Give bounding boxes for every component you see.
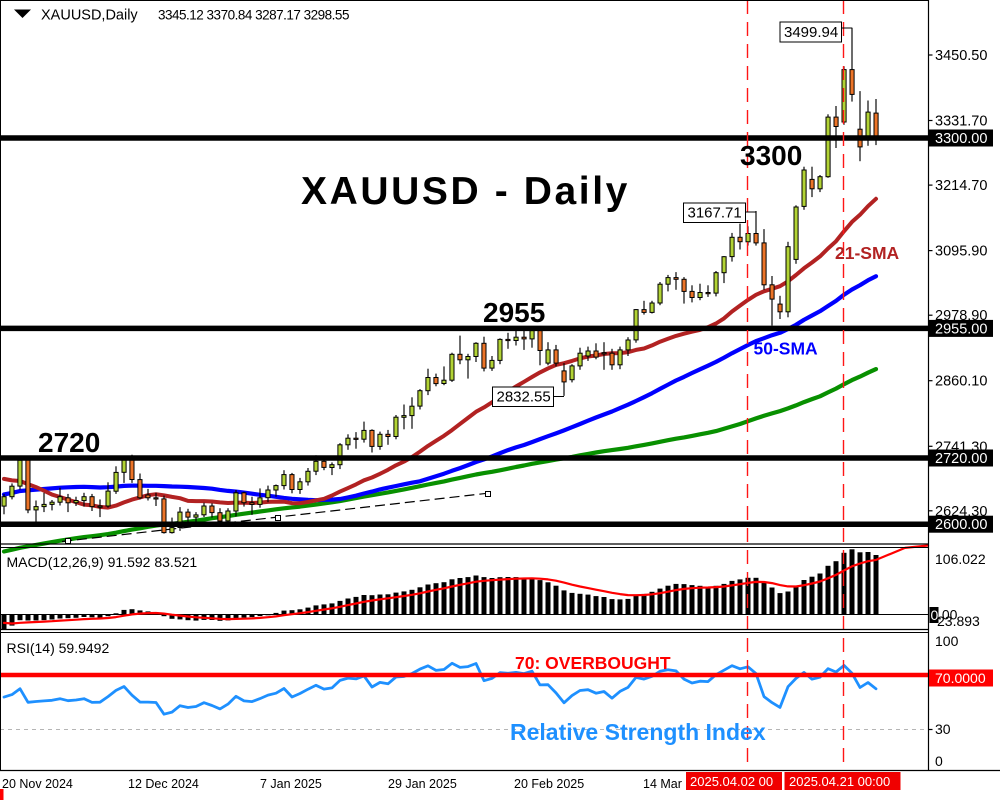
svg-text:50-SMA: 50-SMA	[754, 339, 819, 359]
svg-text:2720: 2720	[38, 427, 100, 458]
svg-text:20 Feb 2025: 20 Feb 2025	[514, 777, 584, 791]
svg-text:3167.71: 3167.71	[688, 205, 742, 222]
svg-text:2600.00: 2600.00	[935, 517, 987, 533]
svg-text:MACD(12,26,9) 91.592 83.521: MACD(12,26,9) 91.592 83.521	[7, 554, 198, 570]
svg-text:3450.50: 3450.50	[935, 48, 987, 64]
svg-text:21-SMA: 21-SMA	[835, 243, 900, 263]
svg-text:2955.00: 2955.00	[935, 321, 987, 337]
svg-text:XAUUSD,Daily: XAUUSD,Daily	[41, 8, 138, 24]
svg-text:3300.00: 3300.00	[935, 131, 987, 147]
svg-text:106.022: 106.022	[935, 551, 986, 567]
svg-text:20 Nov 2024: 20 Nov 2024	[2, 777, 73, 791]
svg-text:2025.04.02 00: 2025.04.02 00	[690, 774, 773, 789]
svg-text:2832.55: 2832.55	[497, 389, 551, 406]
svg-text:70: OVERBOUGHT: 70: OVERBOUGHT	[515, 653, 671, 673]
svg-text:2025.04.21 00:00: 2025.04.21 00:00	[789, 774, 890, 789]
svg-text:2860.10: 2860.10	[935, 374, 987, 390]
svg-text:0: 0	[935, 753, 943, 769]
svg-text:100: 100	[935, 633, 959, 649]
svg-text:0: 0	[931, 607, 939, 623]
svg-text:30: 30	[935, 721, 951, 737]
svg-text:29 Jan 2025: 29 Jan 2025	[388, 777, 457, 791]
svg-text:23.893: 23.893	[937, 613, 980, 629]
svg-text:.00: .00	[938, 607, 958, 623]
svg-text:70.0000: 70.0000	[935, 670, 986, 686]
svg-text:Relative Strength Index: Relative Strength Index	[510, 719, 766, 745]
svg-text:RSI(14) 59.9492: RSI(14) 59.9492	[7, 640, 110, 656]
svg-text:2955: 2955	[483, 297, 545, 328]
svg-text:3095.90: 3095.90	[935, 244, 987, 260]
svg-text:2720.00: 2720.00	[935, 451, 987, 467]
svg-text:12 Dec 2024: 12 Dec 2024	[128, 777, 199, 791]
svg-text:XAUUSD - Daily: XAUUSD - Daily	[301, 170, 630, 213]
svg-text:7 Jan 2025: 7 Jan 2025	[260, 777, 322, 791]
svg-text:3214.70: 3214.70	[935, 178, 987, 194]
svg-text:3331.70: 3331.70	[935, 114, 987, 130]
svg-text:3499.94: 3499.94	[784, 24, 838, 41]
svg-text:3300: 3300	[740, 140, 802, 171]
svg-text:3345.12 3370.84 3287.17 3298.5: 3345.12 3370.84 3287.17 3298.55	[158, 8, 349, 23]
